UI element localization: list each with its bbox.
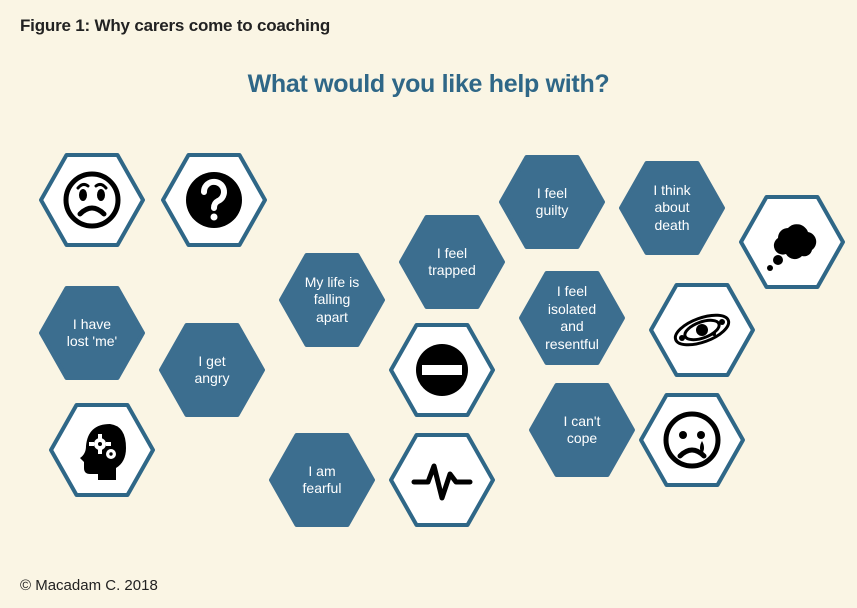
hex-isolated: I feelisolatedandresentful bbox=[518, 270, 626, 366]
page-title: What would you like help with? bbox=[0, 70, 857, 99]
copyright: © Macadam C. 2018 bbox=[20, 577, 158, 594]
hex-angry: I getangry bbox=[158, 322, 266, 418]
question-circle-icon bbox=[182, 168, 246, 232]
hex-trapped: I feeltrapped bbox=[398, 214, 506, 310]
head-gears-icon bbox=[70, 418, 134, 482]
hex-icon-question bbox=[160, 152, 268, 248]
thought-cloud-icon bbox=[760, 210, 824, 274]
worried-face-icon bbox=[60, 168, 124, 232]
hex-icon-crying-face bbox=[638, 392, 746, 488]
hex-icon-thought bbox=[738, 194, 846, 290]
hex-label-falling: My life isfallingapart bbox=[297, 274, 367, 327]
hex-label-death: I thinkaboutdeath bbox=[645, 182, 698, 235]
hex-label-angry: I getangry bbox=[186, 353, 237, 388]
orbit-icon bbox=[670, 298, 734, 362]
hex-death: I thinkaboutdeath bbox=[618, 160, 726, 256]
hex-icon-orbit bbox=[648, 282, 756, 378]
crying-face-icon bbox=[660, 408, 724, 472]
hex-icon-no-entry bbox=[388, 322, 496, 418]
no-entry-icon bbox=[410, 338, 474, 402]
hex-icon-heartbeat bbox=[388, 432, 496, 528]
hex-label-cope: I can'tcope bbox=[556, 413, 609, 448]
hex-label-isolated: I feelisolatedandresentful bbox=[537, 283, 607, 353]
hex-falling: My life isfallingapart bbox=[278, 252, 386, 348]
hex-label-fearful: I amfearful bbox=[295, 463, 350, 498]
hex-cope: I can'tcope bbox=[528, 382, 636, 478]
hex-lost-me: I havelost 'me' bbox=[38, 285, 146, 381]
heartbeat-icon bbox=[410, 448, 474, 512]
hex-label-trapped: I feeltrapped bbox=[420, 245, 483, 280]
hex-guilty: I feelguilty bbox=[498, 154, 606, 250]
hex-fearful: I amfearful bbox=[268, 432, 376, 528]
hex-label-guilty: I feelguilty bbox=[528, 185, 577, 220]
hex-label-lost-me: I havelost 'me' bbox=[59, 316, 125, 351]
hex-icon-sad-face bbox=[38, 152, 146, 248]
hex-icon-head-gears bbox=[48, 402, 156, 498]
figure-caption: Figure 1: Why carers come to coaching bbox=[20, 16, 330, 36]
